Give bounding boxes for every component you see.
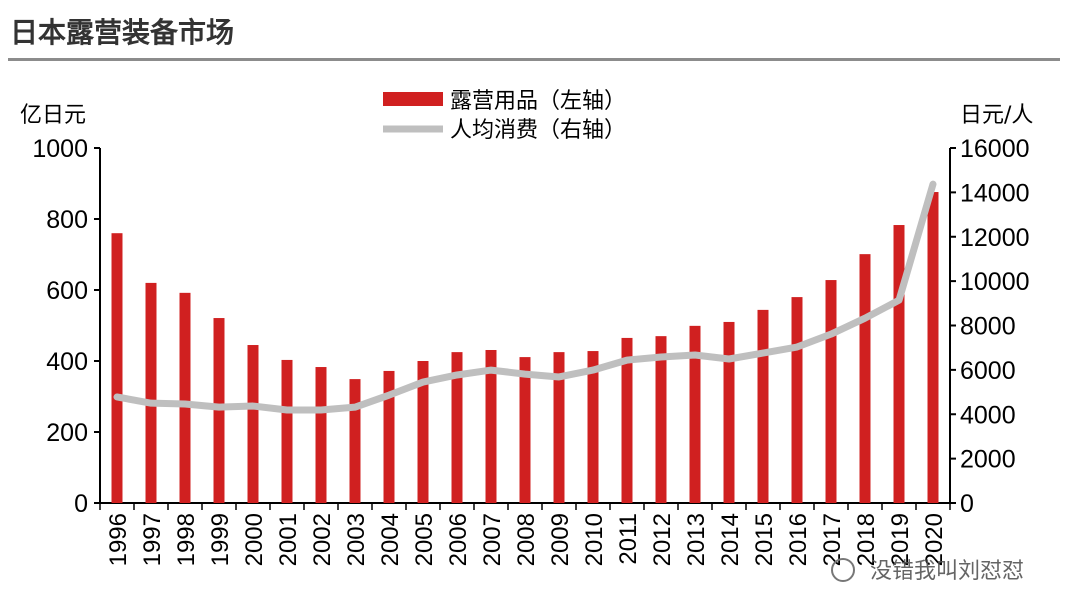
x-tick-label: 2005 bbox=[411, 513, 438, 566]
right-tick-label: 10000 bbox=[960, 268, 1030, 296]
x-tick-label: 2018 bbox=[853, 513, 880, 566]
bar-2010 bbox=[587, 351, 599, 503]
bar-2012 bbox=[655, 336, 667, 503]
x-tick-label: 2017 bbox=[819, 513, 846, 566]
watermark-text: 没错我叫刘怼怼 bbox=[870, 559, 1024, 584]
per-capita-line bbox=[113, 180, 937, 414]
x-tick-label: 2015 bbox=[751, 513, 778, 566]
x-tick-label: 1999 bbox=[207, 513, 234, 566]
right-axis-label: 日元/人 bbox=[960, 103, 1033, 128]
left-axis-label: 亿日元 bbox=[20, 103, 86, 128]
x-tick-label: 2004 bbox=[377, 513, 404, 566]
x-tick-label: 2008 bbox=[513, 513, 540, 566]
bar-2006 bbox=[451, 352, 463, 503]
bar-2004 bbox=[383, 370, 395, 503]
x-tick-label: 2002 bbox=[309, 513, 336, 566]
bar-1998 bbox=[179, 292, 191, 503]
bar-2003 bbox=[349, 379, 361, 503]
bar-2008 bbox=[519, 357, 531, 503]
left-tick-label: 200 bbox=[46, 419, 88, 447]
right-tick-label: 12000 bbox=[960, 224, 1030, 252]
x-tick-label: 1998 bbox=[173, 513, 200, 566]
wechat-icon bbox=[831, 558, 855, 582]
x-tick-label: 1996 bbox=[105, 513, 132, 566]
bar-2013 bbox=[689, 325, 701, 503]
bar-2007 bbox=[485, 349, 497, 503]
right-tick-label: 2000 bbox=[960, 446, 1016, 474]
x-tick-label: 2011 bbox=[615, 513, 642, 565]
legend: 露营用品（左轴） 人均消费（右轴） bbox=[383, 89, 626, 143]
bar-2011 bbox=[621, 337, 633, 503]
right-tick-label: 6000 bbox=[960, 357, 1016, 385]
bar-1996 bbox=[111, 233, 123, 503]
bar-2002 bbox=[315, 367, 327, 503]
x-tick-label: 2009 bbox=[547, 513, 574, 566]
x-tick-label: 2003 bbox=[343, 513, 370, 566]
left-tick-label: 600 bbox=[46, 277, 88, 305]
right-tick-label: 8000 bbox=[960, 313, 1016, 341]
bar-2005 bbox=[417, 361, 429, 503]
right-tick-label: 0 bbox=[960, 490, 974, 518]
bar-2009 bbox=[553, 352, 565, 503]
x-tick-label: 2016 bbox=[785, 513, 812, 566]
title-rule bbox=[8, 58, 1060, 61]
bar-2015 bbox=[757, 309, 769, 503]
legend-line-label: 人均消费（右轴） bbox=[450, 118, 626, 143]
bar-2019 bbox=[893, 225, 905, 503]
bar-2000 bbox=[247, 345, 259, 503]
x-tick-label: 2001 bbox=[275, 513, 302, 566]
right-tick-label: 16000 bbox=[960, 135, 1030, 163]
chart-title: 日本露营装备市场 bbox=[10, 16, 234, 49]
x-tick-label: 2006 bbox=[445, 513, 472, 566]
bar-2018 bbox=[859, 254, 871, 503]
x-tick-label: 2007 bbox=[479, 513, 506, 566]
legend-bar-label: 露营用品（左轴） bbox=[450, 89, 626, 114]
x-tick-label: 2019 bbox=[887, 513, 914, 566]
left-tick-label: 1000 bbox=[32, 135, 88, 163]
bar-2016 bbox=[791, 297, 803, 503]
left-tick-label: 800 bbox=[46, 206, 88, 234]
bar-2020 bbox=[927, 192, 939, 503]
left-tick-label: 0 bbox=[74, 490, 88, 518]
bar-2001 bbox=[281, 359, 293, 503]
right-tick-label: 14000 bbox=[960, 179, 1030, 207]
x-tick-label: 2013 bbox=[683, 513, 710, 566]
x-tick-label: 2000 bbox=[241, 513, 268, 566]
x-tick-label: 2012 bbox=[649, 513, 676, 566]
x-tick-label: 1997 bbox=[139, 513, 166, 566]
x-tick-label: 2010 bbox=[581, 513, 608, 566]
bar-2017 bbox=[825, 280, 837, 503]
x-tick-label: 2020 bbox=[921, 513, 948, 566]
x-tick-label: 2014 bbox=[717, 513, 744, 566]
bar-2014 bbox=[723, 321, 735, 503]
right-tick-label: 4000 bbox=[960, 401, 1016, 429]
left-tick-label: 400 bbox=[46, 348, 88, 376]
legend-bar-swatch bbox=[383, 92, 443, 106]
bar-1997 bbox=[145, 282, 157, 503]
